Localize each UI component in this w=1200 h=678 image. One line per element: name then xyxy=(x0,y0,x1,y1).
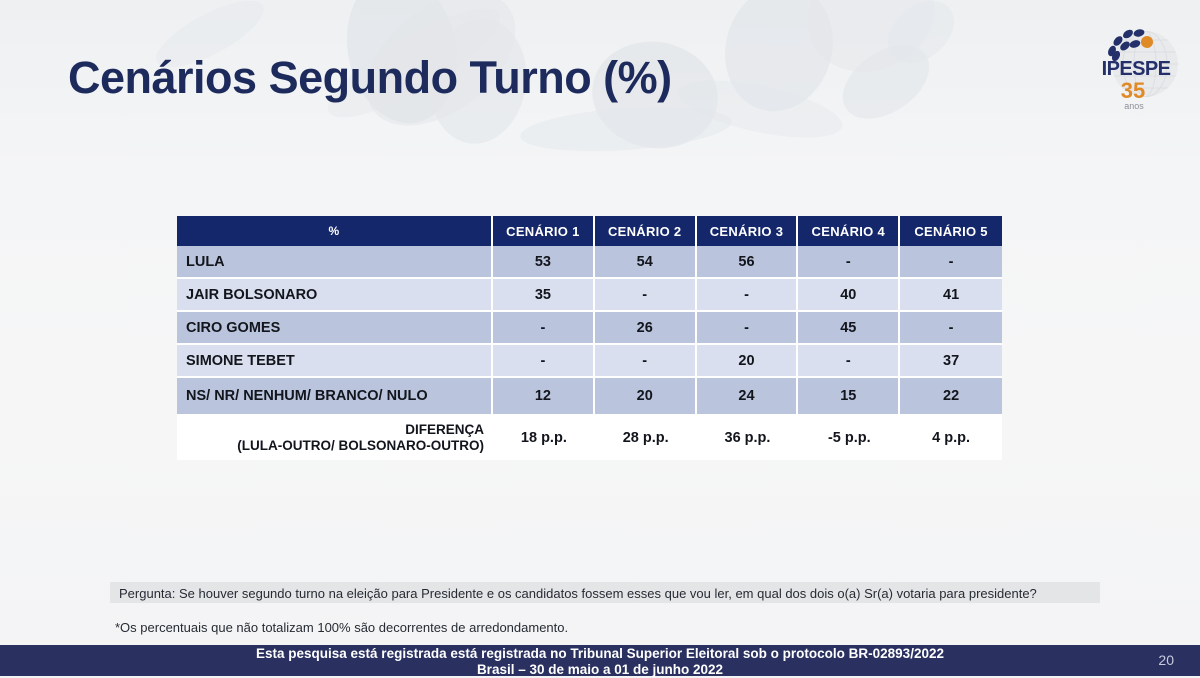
cell-value: 20 xyxy=(594,378,697,416)
cell-value: - xyxy=(493,312,595,345)
row-label: SIMONE TEBET xyxy=(177,345,493,378)
column-header-cenario-5: CENÁRIO 5 xyxy=(900,216,1002,246)
column-header-cenario-4: CENÁRIO 4 xyxy=(798,216,901,246)
table-row: SIMONE TEBET - - 20 - 37 xyxy=(177,345,1002,378)
cell-value: 41 xyxy=(900,279,1002,312)
cell-value: 45 xyxy=(798,312,901,345)
table-body: LULA 53 54 56 - - JAIR BOLSONARO 35 - - … xyxy=(177,246,1002,460)
table-row-difference: DIFERENÇA (LULA-OUTRO/ BOLSONARO-OUTRO) … xyxy=(177,416,1002,460)
cell-value: 37 xyxy=(900,345,1002,378)
table-row: CIRO GOMES - 26 - 45 - xyxy=(177,312,1002,345)
logo-artwork: IPESPE 35 anos xyxy=(1102,29,1178,111)
banner-text: Esta pesquisa está registrada está regis… xyxy=(0,646,1200,678)
page-title: Cenários Segundo Turno (%) xyxy=(68,52,672,103)
cell-value: 54 xyxy=(594,246,697,279)
cell-value: - xyxy=(696,279,799,312)
difference-label-line1: DIFERENÇA xyxy=(405,421,484,437)
cell-value: 20 xyxy=(696,345,799,378)
logo-anniversary-number: 35 xyxy=(1121,78,1145,103)
banner-line-2: Brasil – 30 de maio a 01 de junho 2022 xyxy=(476,661,724,677)
cell-value: 15 xyxy=(798,378,901,416)
difference-value: 18 p.p. xyxy=(493,416,595,460)
difference-value: 36 p.p. xyxy=(696,416,799,460)
watermark-petal xyxy=(789,0,953,92)
row-label: LULA xyxy=(177,246,493,279)
cell-value: - xyxy=(594,279,697,312)
cell-value: 53 xyxy=(493,246,595,279)
logo-anniversary-label: anos xyxy=(1124,101,1144,111)
cell-value: 24 xyxy=(696,378,799,416)
bottom-banner xyxy=(0,645,1200,676)
difference-label-line2: (LULA-OUTRO/ BOLSONARO-OUTRO) xyxy=(237,438,484,453)
difference-row-label: DIFERENÇA (LULA-OUTRO/ BOLSONARO-OUTRO) xyxy=(177,416,493,460)
column-header-cenario-1: CENÁRIO 1 xyxy=(493,216,595,246)
question-band xyxy=(110,582,1100,603)
row-label: JAIR BOLSONARO xyxy=(177,279,493,312)
watermark-petal xyxy=(875,0,967,76)
difference-value: 4 p.p. xyxy=(900,416,1002,460)
column-header-percent: % xyxy=(177,216,493,246)
cell-value: - xyxy=(798,246,901,279)
cell-value: - xyxy=(594,345,697,378)
watermark-petal xyxy=(673,69,847,149)
cell-value: - xyxy=(900,246,1002,279)
cell-value: 56 xyxy=(696,246,799,279)
rounding-note: *Os percentuais que não totalizam 100% s… xyxy=(115,620,569,635)
cell-value: 40 xyxy=(798,279,901,312)
scenarios-table: % CENÁRIO 1 CENÁRIO 2 CENÁRIO 3 CENÁRIO … xyxy=(177,216,1002,460)
cell-value: - xyxy=(798,345,901,378)
row-label: CIRO GOMES xyxy=(177,312,493,345)
cell-value: 35 xyxy=(493,279,595,312)
watermark-petal xyxy=(518,100,734,158)
table-row: LULA 53 54 56 - - xyxy=(177,246,1002,279)
cell-value: 26 xyxy=(594,312,697,345)
column-header-cenario-3: CENÁRIO 3 xyxy=(696,216,799,246)
difference-value: 28 p.p. xyxy=(594,416,697,460)
cell-value: 22 xyxy=(900,378,1002,416)
ipespe-logo: IPESPE 35 anos xyxy=(1088,18,1184,114)
row-label: NS/ NR/ NENHUM/ BRANCO/ NULO xyxy=(177,378,493,416)
cell-value: - xyxy=(696,312,799,345)
question-text: Pergunta: Se houver segundo turno na ele… xyxy=(119,586,1037,601)
column-header-cenario-2: CENÁRIO 2 xyxy=(594,216,697,246)
table-header-row: % CENÁRIO 1 CENÁRIO 2 CENÁRIO 3 CENÁRIO … xyxy=(177,216,1002,246)
logo-wordmark: IPESPE xyxy=(1102,58,1171,80)
page-number: 20 xyxy=(1158,652,1174,668)
difference-value: -5 p.p. xyxy=(798,416,901,460)
cell-value: - xyxy=(900,312,1002,345)
cell-value: - xyxy=(493,345,595,378)
watermark-petal xyxy=(710,0,848,125)
watermark-petal xyxy=(829,30,943,134)
table-row: NS/ NR/ NENHUM/ BRANCO/ NULO 12 20 24 15… xyxy=(177,378,1002,416)
logo-dots-arc xyxy=(1108,29,1153,62)
table-header: % CENÁRIO 1 CENÁRIO 2 CENÁRIO 3 CENÁRIO … xyxy=(177,216,1002,246)
banner-line-1: Esta pesquisa está registrada está regis… xyxy=(256,646,944,661)
table-row: JAIR BOLSONARO 35 - - 40 41 xyxy=(177,279,1002,312)
cell-value: 12 xyxy=(493,378,595,416)
